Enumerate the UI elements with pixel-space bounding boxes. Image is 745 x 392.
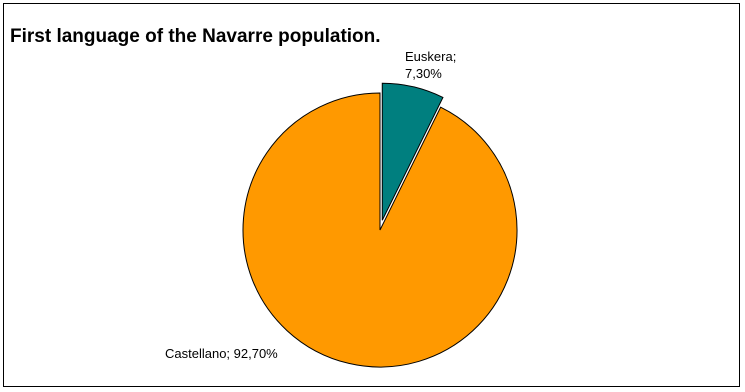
data-label-castellano: Castellano; 92,70% [165,346,278,361]
chart-title: First language of the Navarre population… [10,26,381,47]
data-label-euskera-value: 7,30% [405,66,442,81]
pie-slice-euskera [381,82,444,221]
pie-slice-castellano [242,92,518,368]
data-label-euskera: Euskera; [405,49,456,64]
